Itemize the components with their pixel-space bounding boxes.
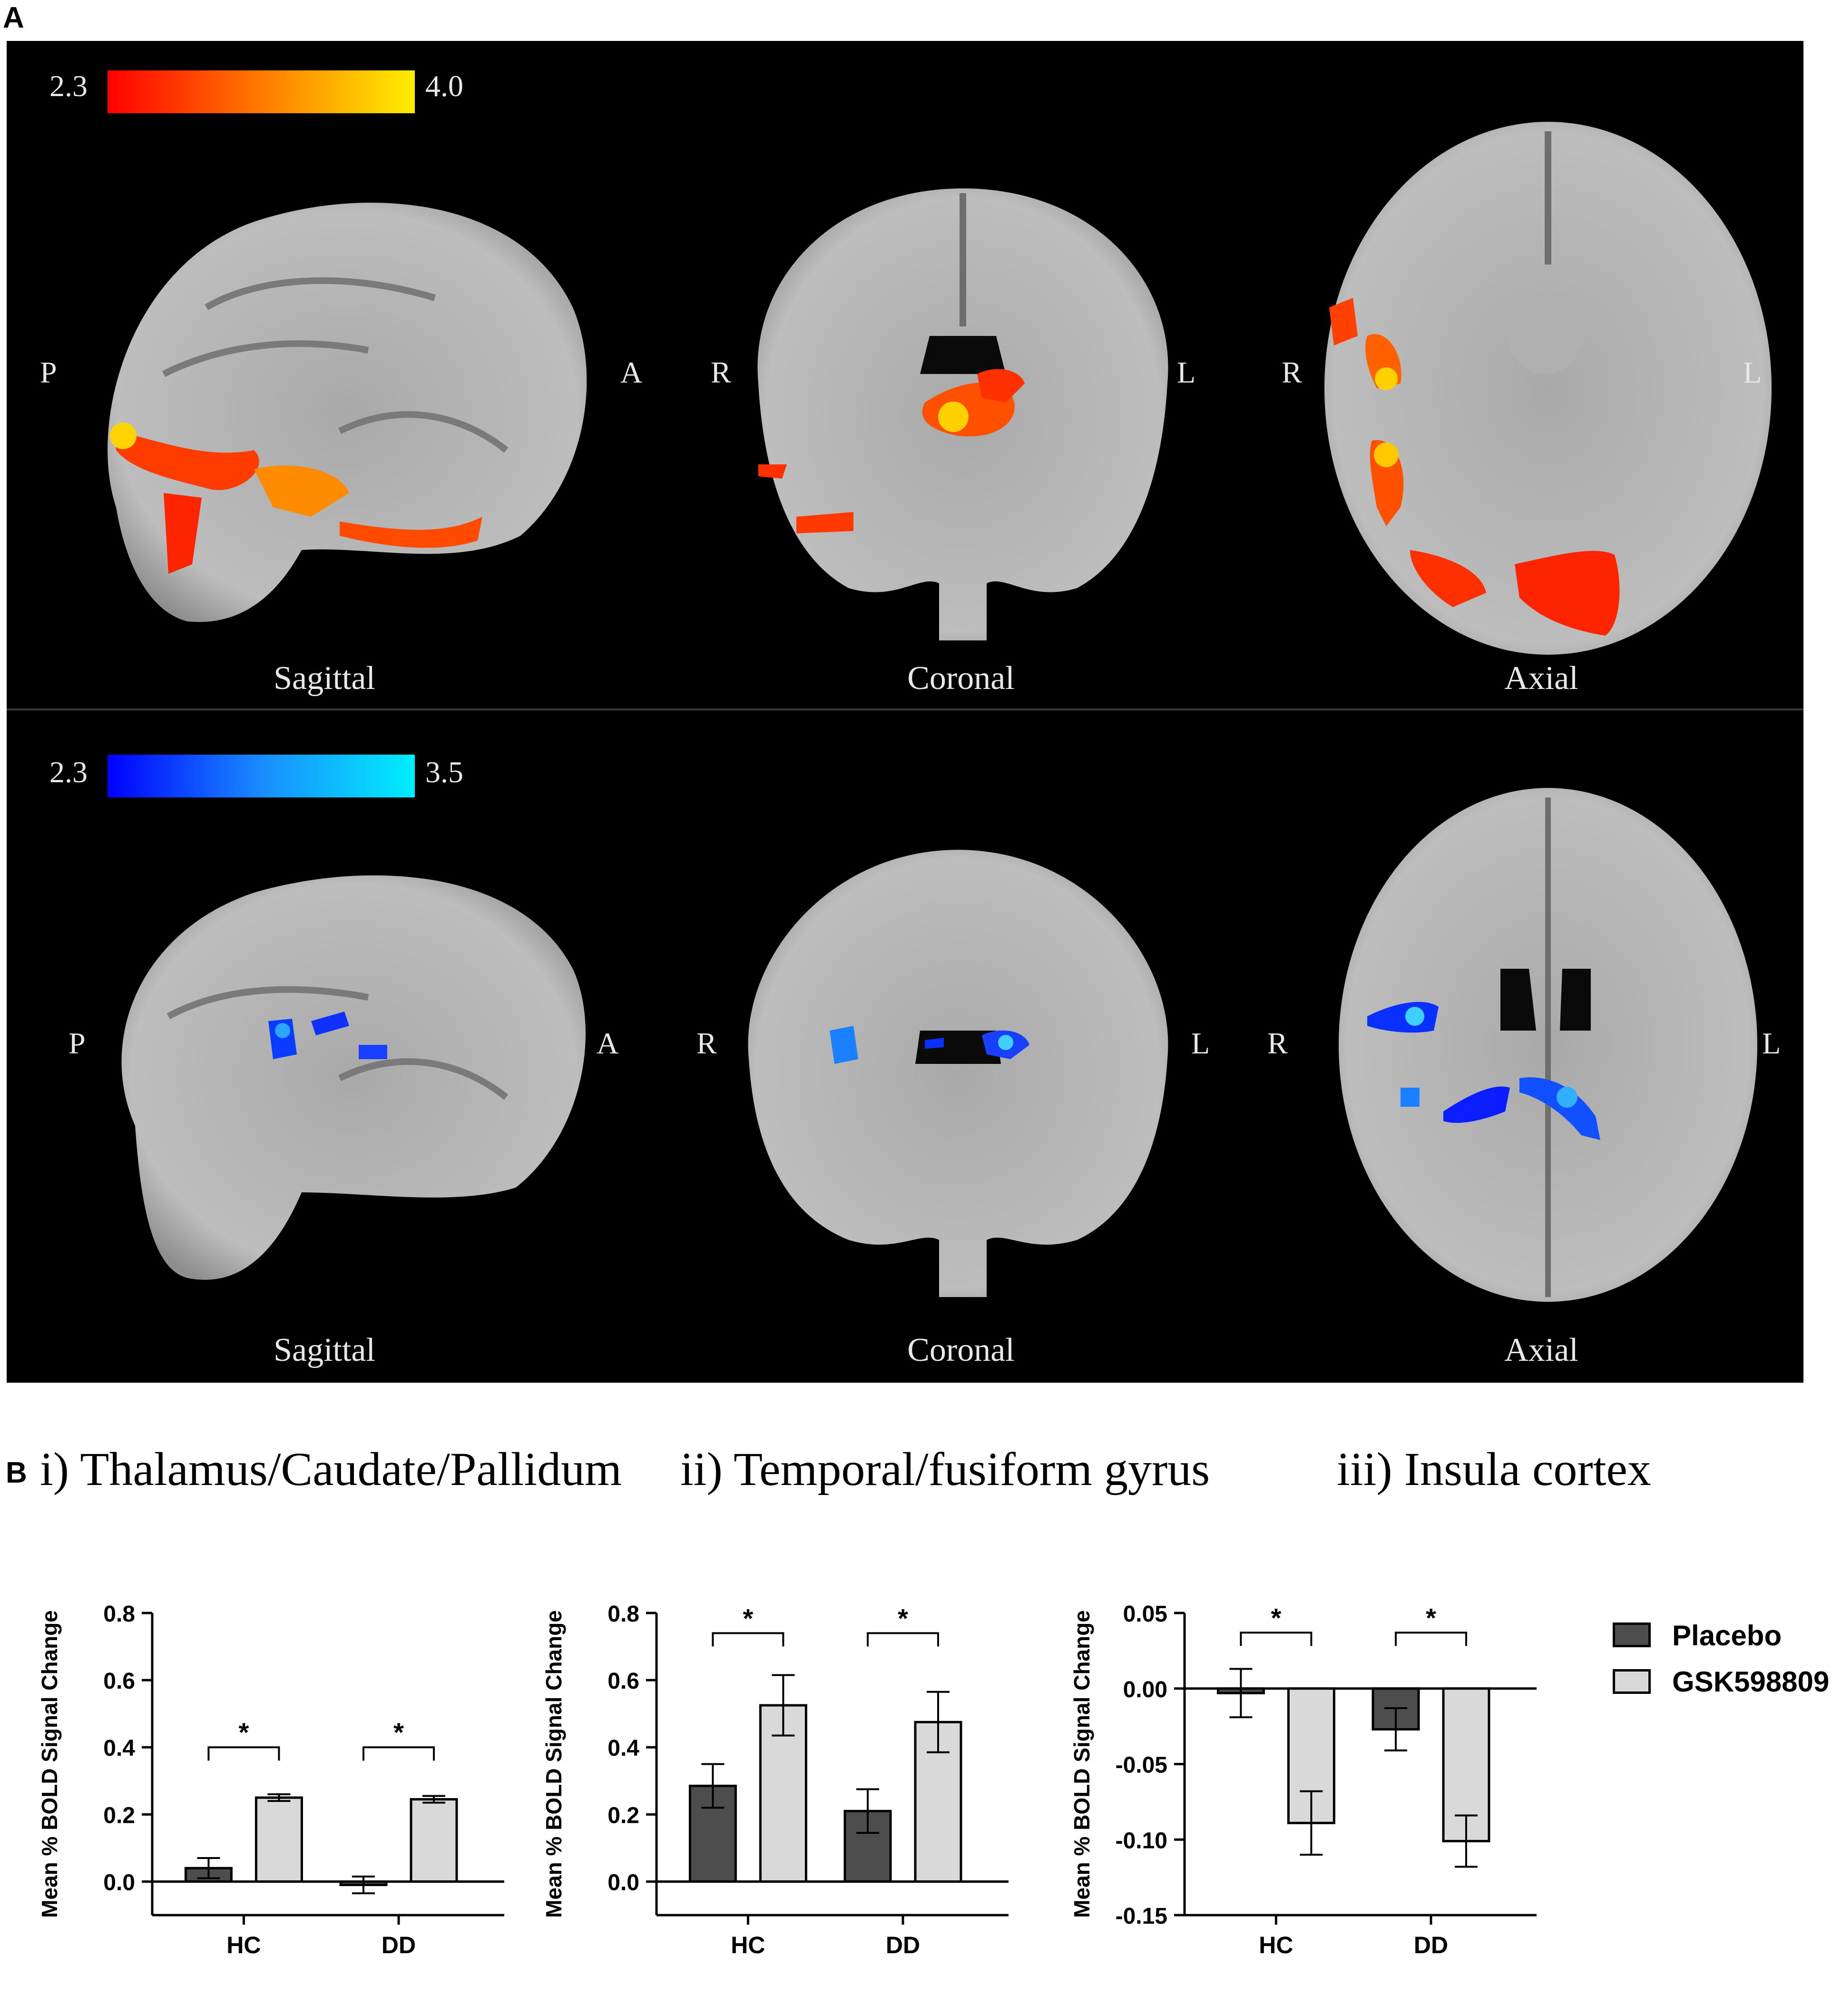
legend-swatch-placebo xyxy=(1613,1623,1651,1647)
significance-star: * xyxy=(898,1603,908,1633)
significance-bracket xyxy=(362,1746,435,1761)
y-tick-label: -0.10 xyxy=(1116,1828,1167,1853)
view-label-axial-bottom: Axial xyxy=(1504,1332,1578,1368)
significance-bracket xyxy=(712,1632,784,1647)
significance-star: * xyxy=(1271,1603,1282,1632)
orient-l-bottom-axial: L xyxy=(1762,1026,1781,1060)
chart-title-insula: iii) Insula cortex xyxy=(1337,1443,1651,1495)
view-label-coronal-bottom: Coronal xyxy=(907,1332,1015,1368)
x-tick-label: DD xyxy=(1414,1932,1448,1958)
y-tick-label: 0.00 xyxy=(1123,1677,1167,1702)
x-tick-label: HC xyxy=(1259,1932,1293,1958)
bar-charts: 0.0 0.2 0.4 0.6 0.8 Mean % BOLD Signal Change… xyxy=(37,1602,1537,1958)
colorbar-hot-max: 4.0 xyxy=(425,69,463,103)
y-tick-label: 0.05 xyxy=(1123,1602,1167,1627)
significance-star: * xyxy=(393,1717,404,1747)
y-tick-label: 0.8 xyxy=(607,1602,639,1627)
significance-bracket xyxy=(1395,1632,1467,1646)
y-axis-label: Mean % BOLD Signal Change xyxy=(1069,1610,1094,1918)
orient-l-top-axial: L xyxy=(1743,355,1762,389)
x-tick-label: HC xyxy=(226,1932,261,1958)
colorbar-hot-min: 2.3 xyxy=(49,69,88,103)
legend-label-gsk598809: GSK598809 xyxy=(1672,1666,1830,1698)
significance-bracket xyxy=(867,1632,939,1647)
colorbar-hot xyxy=(108,70,415,113)
orient-l-bottom-coronal: L xyxy=(1191,1026,1210,1060)
orient-r-top-coronal: R xyxy=(711,355,731,389)
axial-bottom-brain xyxy=(1339,788,1757,1302)
colorbar-cool-max: 3.5 xyxy=(425,755,463,789)
y-tick-label: 0.6 xyxy=(607,1669,639,1694)
y-tick-label: 0.4 xyxy=(607,1736,639,1761)
view-label-sagittal-bottom: Sagittal xyxy=(274,1332,375,1368)
colorbar-cool xyxy=(108,755,415,797)
colorbar-cool-min: 2.3 xyxy=(49,755,88,789)
orient-r-top-axial: R xyxy=(1282,355,1302,389)
axial-top-brain xyxy=(1324,122,1772,655)
panel-b-letter: B xyxy=(6,1456,27,1489)
significance-bracket xyxy=(207,1746,280,1761)
orient-p-top: P xyxy=(40,355,57,389)
orient-a-bottom: A xyxy=(597,1026,619,1060)
y-axis-label: Mean % BOLD Signal Change xyxy=(541,1610,566,1918)
significance-star: * xyxy=(743,1603,754,1633)
y-tick-label: 0.2 xyxy=(607,1803,639,1828)
y-tick-label: 0.4 xyxy=(103,1736,135,1761)
axial-bottom-activation xyxy=(1367,1002,1600,1140)
y-tick-label: 0.6 xyxy=(103,1669,135,1694)
orient-r-bottom-coronal: R xyxy=(696,1026,717,1060)
axial-top-activation xyxy=(1329,298,1620,636)
y-tick-label: 0.0 xyxy=(607,1870,639,1895)
x-tick-label: DD xyxy=(886,1932,920,1958)
coronal-bottom-brain xyxy=(748,850,1168,1297)
chart-title-temporal: ii) Temporal/fusiform gyrus xyxy=(680,1443,1210,1495)
y-tick-label: -0.05 xyxy=(1116,1753,1167,1778)
coronal-top-activation xyxy=(758,369,1025,533)
view-label-sagittal-top: Sagittal xyxy=(274,660,375,697)
significance-bracket xyxy=(1240,1632,1313,1646)
significance-star: * xyxy=(239,1717,249,1747)
sagittal-bottom-brain xyxy=(121,875,586,1280)
y-tick-label: -0.15 xyxy=(1116,1904,1167,1929)
orient-r-bottom-axial: R xyxy=(1267,1026,1288,1060)
legend-swatch-gsk598809 xyxy=(1613,1669,1651,1694)
y-tick-label: 0.2 xyxy=(103,1803,135,1828)
orient-p-bottom: P xyxy=(69,1026,86,1060)
y-tick-label: 0.0 xyxy=(103,1870,135,1895)
y-axis-label: Mean % BOLD Signal Change xyxy=(37,1610,62,1918)
legend-label-placebo: Placebo xyxy=(1672,1620,1782,1652)
coronal-bottom-activation xyxy=(830,1026,1029,1064)
sagittal-top-brain xyxy=(108,202,587,622)
panel-a-letter: A xyxy=(3,1,24,34)
bar-gsk598809 xyxy=(410,1798,458,1883)
sagittal-top-activation xyxy=(110,423,482,574)
significance-star: * xyxy=(1426,1603,1436,1632)
view-label-coronal-top: Coronal xyxy=(907,660,1015,697)
x-tick-label: HC xyxy=(731,1932,765,1958)
view-label-axial-top: Axial xyxy=(1504,660,1578,697)
sagittal-bottom-activation xyxy=(268,1012,387,1059)
bar-gsk598809 xyxy=(255,1796,303,1883)
orient-a-top: A xyxy=(620,355,643,389)
bar-gsk598809 xyxy=(1287,1687,1335,1824)
orient-l-top-coronal: L xyxy=(1177,355,1196,389)
y-tick-label: 0.8 xyxy=(103,1602,135,1627)
chart-title-thalamus: i) Thalamus/Caudate/Pallidum xyxy=(40,1443,622,1495)
x-tick-label: DD xyxy=(382,1932,416,1958)
brain-map-panel: 2.3 4.0 2.3 3.5 P A R L R L P A R L R L … xyxy=(7,41,1803,1383)
